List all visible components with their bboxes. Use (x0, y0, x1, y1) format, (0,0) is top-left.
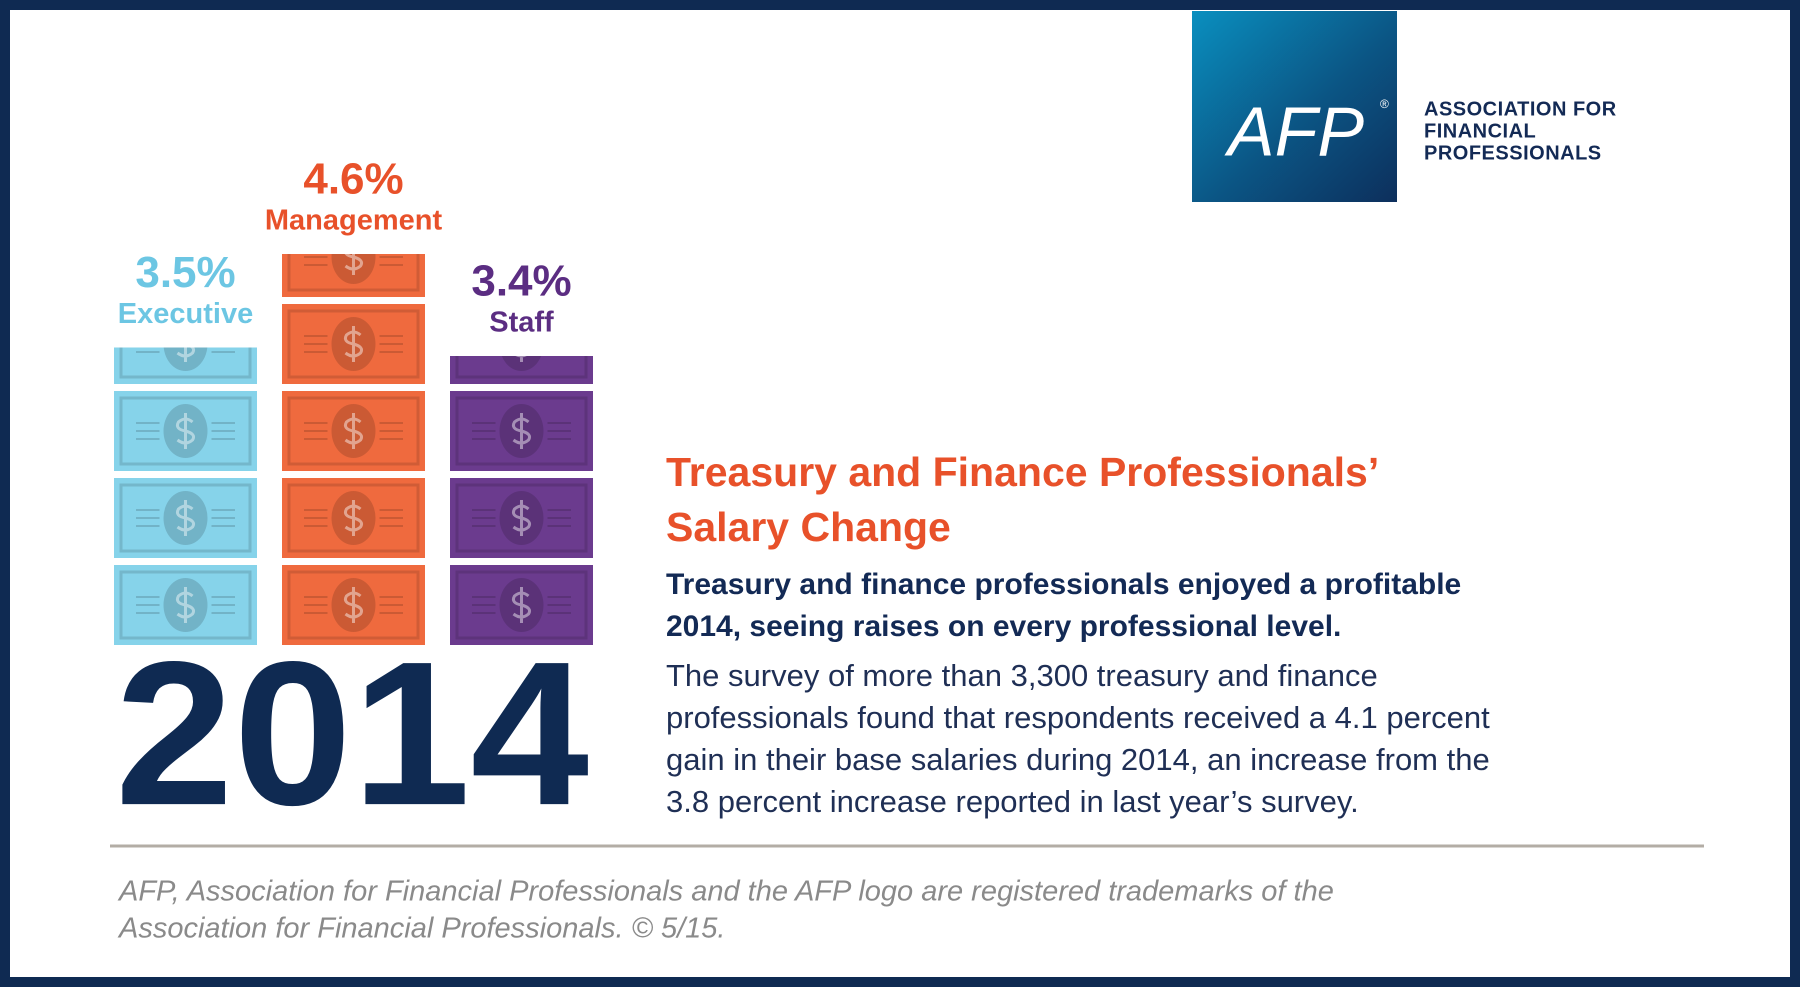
bill-seal (331, 578, 376, 632)
bill-border (455, 356, 588, 379)
bill-stack (282, 254, 425, 645)
bill-seal (331, 404, 376, 458)
bill (450, 478, 593, 558)
dollar-sign (343, 413, 364, 449)
dollar-sign (343, 326, 364, 362)
bill (114, 478, 257, 558)
value-label: 3.4% (471, 257, 571, 306)
bill (282, 254, 425, 297)
bill-seal (499, 578, 544, 632)
bill-seal (331, 254, 376, 284)
bill (282, 391, 425, 471)
bill-border (455, 570, 588, 640)
bill-border (287, 483, 420, 553)
bill-seal (163, 404, 208, 458)
body-text: gain in their base salaries during 2014,… (666, 742, 1490, 777)
year: 2014 (115, 619, 589, 848)
org-name: PROFESSIONALS (1424, 142, 1602, 164)
body-text: 3.8 percent increase reported in last ye… (666, 784, 1359, 819)
dollar-sign (511, 413, 532, 449)
bill-seal (499, 491, 544, 545)
footer: AFP, Association for Financial Professio… (117, 876, 1334, 908)
bill-border (455, 483, 588, 553)
bill-border (287, 254, 420, 292)
bill (450, 356, 593, 384)
bill-seal (331, 491, 376, 545)
subheadline: 2014, seeing raises on every professiona… (666, 610, 1341, 643)
bill (282, 304, 425, 384)
subheadline: Treasury and finance professionals enjoy… (666, 568, 1461, 601)
bill-border (119, 570, 252, 640)
value-label: 3.5% (135, 248, 235, 297)
bill-seal (163, 491, 208, 545)
bill (114, 565, 257, 645)
bill-border (119, 347, 252, 379)
logo-registered: ® (1380, 97, 1389, 111)
bill-stack (114, 347, 257, 645)
body-text: professionals found that respondents rec… (666, 700, 1490, 735)
headline: Treasury and Finance Professionals’ (666, 449, 1379, 495)
bill (282, 565, 425, 645)
dollar-sign (175, 587, 196, 623)
dollar-sign (175, 413, 196, 449)
org-name: ASSOCIATION FOR (1424, 98, 1617, 120)
bill-seal (331, 317, 376, 371)
dollar-sign (175, 500, 196, 536)
footer: Association for Financial Professionals.… (117, 913, 726, 945)
bill-seal (499, 404, 544, 458)
dollar-sign (344, 254, 364, 275)
logo-mark: AFP (1224, 92, 1364, 170)
bill-border (119, 483, 252, 553)
bill (282, 478, 425, 558)
dollar-sign (343, 500, 364, 536)
category-label: Staff (489, 307, 554, 339)
bill (450, 391, 593, 471)
bill (450, 565, 593, 645)
bill-border (455, 396, 588, 466)
dollar-sign (511, 500, 532, 536)
bill-seal (163, 347, 208, 371)
bill-stack (450, 356, 593, 645)
headline: Salary Change (666, 504, 951, 550)
bill-seal (501, 356, 542, 371)
bill-border (119, 396, 252, 466)
body-text: The survey of more than 3,300 treasury a… (666, 658, 1378, 693)
category-label: Executive (118, 298, 253, 330)
logo-box (1192, 11, 1397, 202)
bill (114, 347, 257, 384)
bill-border (287, 396, 420, 466)
dollar-sign (511, 587, 532, 623)
category-label: Management (265, 205, 443, 237)
bill-border (287, 570, 420, 640)
org-name: FINANCIAL (1424, 120, 1536, 142)
dollar-sign (343, 587, 364, 623)
value-label: 4.6% (303, 155, 403, 204)
bill-seal (163, 578, 208, 632)
dollar-sign (176, 347, 196, 362)
bill-border (287, 309, 420, 379)
bill (114, 391, 257, 471)
